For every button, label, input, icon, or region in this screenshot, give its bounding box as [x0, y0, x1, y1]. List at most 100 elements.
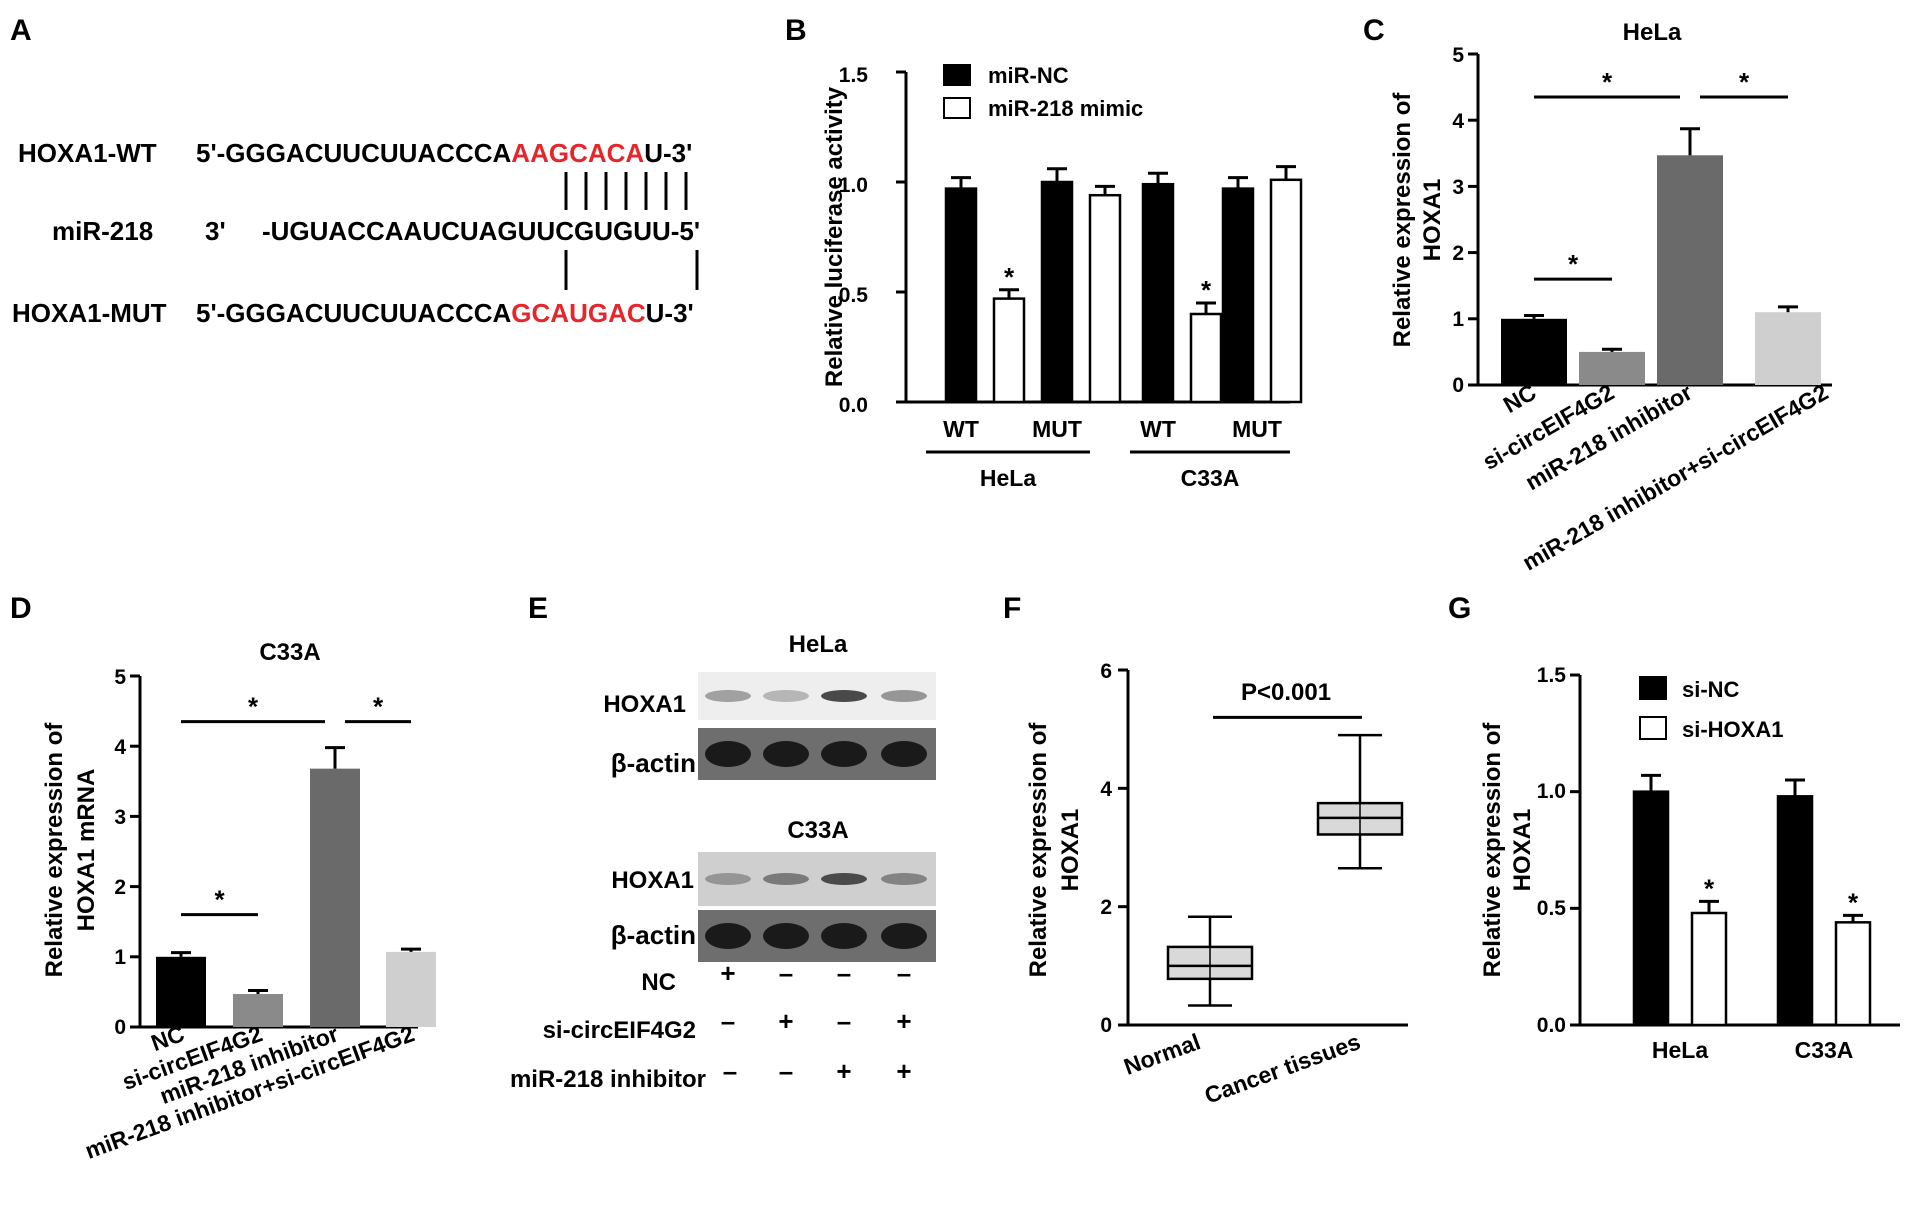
panel-d-significance-star: *: [214, 885, 225, 915]
panel-c-significance-star: *: [1739, 67, 1750, 97]
mut-suffix: U-3': [646, 298, 694, 328]
panel-g-legend: si-NC si-HOXA1: [1639, 676, 1783, 742]
panel-d-y-tick: 1: [114, 946, 126, 969]
panel-b-bar: [1269, 178, 1303, 404]
blot-band: [881, 741, 927, 767]
panel-c-significance-star: *: [1568, 249, 1579, 279]
blot-band: [763, 923, 809, 949]
panel-c-bar: [1657, 155, 1723, 385]
panel-b-y-label: Relative luciferase activity: [821, 86, 848, 387]
panel-d-y-label-line1: Relative expression of: [41, 722, 68, 978]
mut-prefix: 5'-GGGACUUCUUACCCA: [196, 298, 512, 328]
panel-f-x-label: Cancer tissues: [1201, 1028, 1364, 1108]
panel-f-y-label-line1: Relative expression of: [1025, 722, 1052, 978]
panel-d-y-label-line2: HOXA1 mRNA: [73, 769, 100, 932]
condition-label: si-circEIF4G2: [543, 1017, 696, 1044]
condition-mark: –: [837, 1006, 851, 1036]
blot-band: [705, 690, 751, 702]
legend-si-nc: si-NC: [1682, 677, 1740, 702]
panel-c-y-tick: 4: [1452, 110, 1464, 133]
panel-g-y-tick: 0.0: [1537, 1014, 1566, 1037]
panel-f-boxplot: 0 2 4 6 Relative expression of HOXA1 Nor…: [1025, 660, 1408, 1109]
mut-seed-site: GCAUGAC: [511, 298, 646, 328]
panel-c-title: HeLa: [1623, 19, 1682, 46]
panel-c-y-tick: 3: [1452, 176, 1464, 199]
panel-b-y-tick: 0.0: [839, 394, 868, 417]
panel-b-group-label: C33A: [1181, 465, 1240, 491]
condition-mark: –: [897, 958, 911, 988]
mut-name: HOXA1-MUT: [12, 298, 167, 328]
panel-g-star: *: [1704, 873, 1715, 903]
wt-sequence: 5'-GGGACUUCUUACCCAAAGCACAU-3': [196, 138, 692, 168]
panel-g-bar: [1690, 911, 1728, 1027]
panel-f-y-tick: 2: [1100, 896, 1112, 919]
panel-b-bar: [944, 187, 978, 404]
panel-d-y-tick: 0: [114, 1016, 126, 1039]
panel-g-bar: [1834, 921, 1872, 1027]
condition-mark: –: [779, 1056, 793, 1086]
panel-label-e: E: [528, 592, 548, 625]
panel-b-star: *: [1201, 275, 1212, 305]
panel-c-y-label-line2: HOXA1: [1419, 179, 1446, 262]
panel-b-y-tick: 0.5: [839, 284, 869, 307]
panel-b-bar: [992, 297, 1026, 404]
wt-suffix: U-3': [644, 138, 692, 168]
blot-band: [821, 873, 867, 885]
blot-title-c33a: C33A: [787, 817, 848, 844]
panel-a-alignment: HOXA1-WT 5'-GGGACUUCUUACCCAAAGCACAU-3' m…: [12, 138, 700, 328]
blot-band: [821, 690, 867, 702]
legend-swatch-si-hoxa1: [1639, 716, 1667, 740]
condition-mark: –: [723, 1056, 737, 1086]
panel-b-bars: * *: [896, 70, 1303, 404]
panel-c-bar: [1501, 318, 1567, 385]
panel-f-boxes: [1118, 668, 1404, 1027]
panel-d-bar: [386, 951, 436, 1027]
panel-c-bars: * * *: [1468, 52, 1821, 387]
panel-g-y-tick: 1.0: [1537, 780, 1566, 803]
panel-d-bars: * * *: [130, 674, 436, 1029]
panel-b-luciferase: 0.0 0.5 1.0 1.5 Relative luciferase acti…: [821, 63, 1303, 491]
panel-d-significance-star: *: [373, 692, 384, 722]
pairing-lines: [564, 172, 699, 290]
condition-label: NC: [641, 969, 676, 996]
mir-sequence: -UGUACCAAUCUAGUUCGUGUU-5': [262, 216, 700, 246]
panel-d-c33a: C33A 0 1 2 3 4 5 Relative expression of …: [41, 639, 436, 1164]
condition-mark: +: [836, 1056, 851, 1086]
panel-c-bar: [1755, 312, 1821, 385]
legend-mir-nc: miR-NC: [988, 63, 1069, 88]
blot-band: [705, 923, 751, 949]
panel-g-bars: * *: [1570, 673, 1872, 1027]
wt-prefix: 5'-GGGACUUCUUACCCA: [196, 138, 512, 168]
panel-b-y-tick: 1.0: [839, 174, 868, 197]
panel-c-y-label-line1: Relative expression of: [1389, 92, 1416, 348]
panel-g-y-tick: 1.5: [1537, 664, 1567, 687]
panel-b-bar: [1189, 312, 1223, 404]
panel-d-y-tick: 4: [114, 736, 126, 759]
panel-b-legend: miR-NC miR-218 mimic: [943, 63, 1143, 121]
blot-band: [821, 923, 867, 949]
panel-f-y-tick: 4: [1100, 778, 1112, 801]
panel-b-x-label: MUT: [1232, 416, 1282, 442]
panel-b-x-label: WT: [943, 416, 979, 442]
panel-label-c: C: [1363, 14, 1385, 47]
panel-b-y-tick: 1.5: [839, 64, 869, 87]
panel-b-x-label: WT: [1140, 416, 1176, 442]
blot-band: [881, 690, 927, 702]
panel-g-x-label: C33A: [1795, 1037, 1854, 1063]
blot-title-hela: HeLa: [789, 631, 848, 658]
mir-prefix: 3': [205, 216, 226, 246]
panel-d-bar: [156, 956, 206, 1027]
blot-band: [821, 741, 867, 767]
panel-b-bar: [1040, 180, 1074, 404]
panel-b-bar: [1141, 182, 1175, 404]
blot-row-label: β-actin: [611, 748, 696, 778]
panel-g-knockdown: 0.0 0.5 1.0 1.5 Relative expression of H…: [1479, 664, 1900, 1063]
panel-c-hela: HeLa 0 1 2 3 4 5 Relative expression of …: [1389, 19, 1833, 575]
panel-c-y-tick: 5: [1452, 44, 1464, 67]
panel-c-y-tick: 0: [1452, 374, 1464, 397]
panel-b-star: *: [1004, 262, 1015, 292]
blot-band: [763, 690, 809, 702]
blot-band: [705, 741, 751, 767]
panel-d-y-tick: 3: [114, 806, 126, 829]
panel-f-y-label-line2: HOXA1: [1057, 809, 1084, 892]
